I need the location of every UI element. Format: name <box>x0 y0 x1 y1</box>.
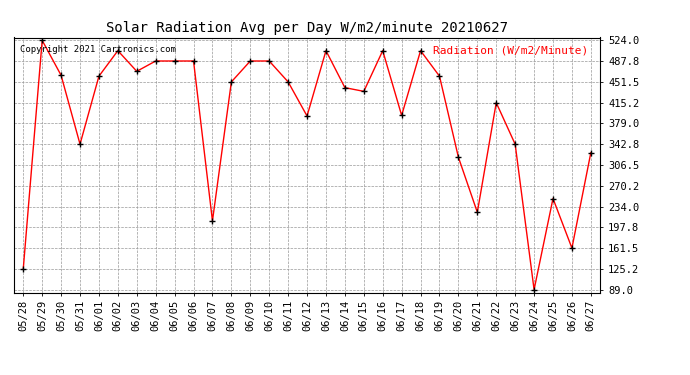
Title: Solar Radiation Avg per Day W/m2/minute 20210627: Solar Radiation Avg per Day W/m2/minute … <box>106 21 508 35</box>
Text: Radiation (W/m2/Minute): Radiation (W/m2/Minute) <box>433 45 589 55</box>
Text: Copyright 2021 Cartronics.com: Copyright 2021 Cartronics.com <box>19 45 175 54</box>
